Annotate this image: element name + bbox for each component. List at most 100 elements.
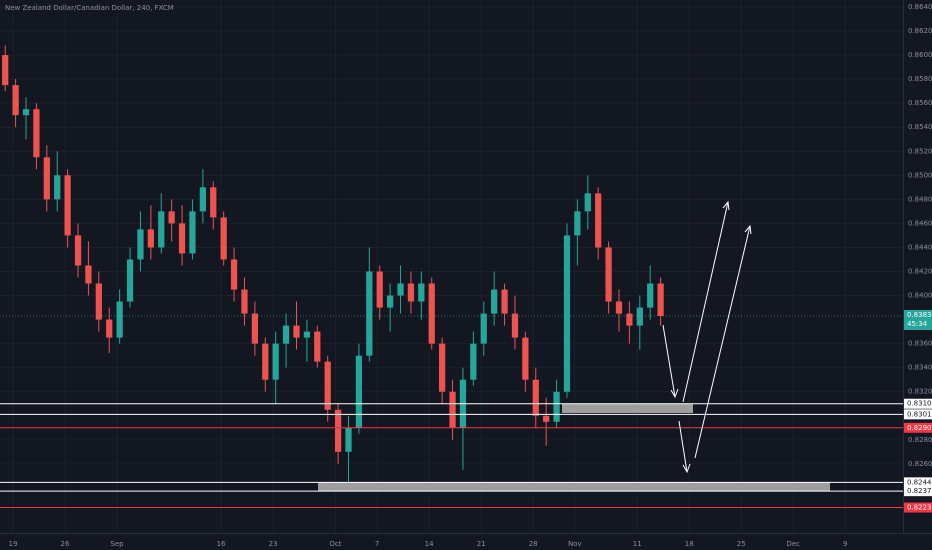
x-tick-label: Dec — [786, 540, 800, 548]
candle-body — [428, 283, 435, 344]
level-label-box — [904, 486, 932, 497]
candle-body — [553, 391, 560, 422]
candle-body — [418, 283, 425, 302]
x-tick-label: 23 — [269, 540, 278, 548]
arrow — [694, 225, 751, 459]
level-label: 0.83012 — [907, 410, 932, 418]
arrow — [678, 420, 688, 473]
level-label: 0.82373 — [907, 487, 932, 495]
candle-body — [522, 337, 529, 380]
candle-body — [303, 331, 311, 338]
candle-body — [22, 109, 30, 116]
candle-body — [595, 193, 602, 248]
candle-body — [626, 313, 633, 326]
candle-body — [355, 355, 363, 428]
candle-body — [397, 283, 404, 296]
candle-body — [511, 313, 519, 338]
candle-body — [501, 289, 508, 314]
candle-body — [470, 343, 477, 380]
x-tick-label: 9 — [843, 540, 847, 548]
candle-body — [85, 265, 92, 284]
x-tick-label: Nov — [568, 540, 582, 548]
x-tick-label: Oct — [329, 540, 341, 548]
level-label-box — [904, 502, 932, 513]
candle-body — [158, 211, 165, 248]
candle-body — [334, 409, 342, 452]
arrow — [682, 201, 729, 403]
candle-body — [324, 361, 331, 410]
candle-body — [210, 187, 217, 218]
candle-body — [282, 325, 290, 344]
candle-body — [605, 247, 612, 302]
candle-body — [636, 307, 643, 326]
candle-body — [543, 415, 550, 422]
candle-body — [2, 55, 9, 86]
countdown-label: 45:34 — [907, 320, 928, 328]
candle-body — [345, 427, 352, 452]
candle-body — [314, 331, 321, 362]
arrow-head — [682, 463, 691, 474]
candle-body — [95, 283, 102, 320]
candle-body — [532, 379, 539, 416]
x-tick-label: 18 — [685, 540, 694, 548]
chart-title: New Zealand Dollar/Canadian Dollar, 240,… — [5, 4, 174, 12]
candle-body — [116, 301, 123, 338]
zone — [562, 404, 693, 413]
level-label: 0.82237 — [907, 504, 932, 512]
candle-body — [168, 211, 175, 224]
candle-body — [189, 211, 196, 254]
candle-body — [199, 187, 206, 212]
zone — [318, 482, 830, 491]
x-tick-label: Sep — [110, 540, 124, 548]
candle-body — [480, 313, 487, 344]
candle-body — [272, 343, 279, 380]
arrow-head — [670, 388, 679, 399]
candle-body — [54, 175, 61, 200]
candle-body — [220, 217, 227, 260]
candle-body — [137, 229, 144, 260]
x-tick-label: 14 — [425, 540, 434, 548]
level-label-box — [904, 477, 932, 488]
arrows — [662, 200, 752, 474]
arrow — [662, 324, 676, 398]
x-tick-label: 19 — [9, 540, 18, 548]
x-tick-label: 21 — [477, 540, 486, 548]
candle-body — [241, 289, 248, 314]
level-label-box — [904, 409, 932, 420]
x-tick-label: 16 — [217, 540, 226, 548]
candle-body — [376, 271, 383, 308]
level-label: 0.82446 — [907, 478, 932, 486]
candle-body — [262, 343, 269, 380]
candle-body — [64, 175, 71, 236]
candle-body — [293, 325, 300, 338]
x-tick-label: 28 — [529, 540, 538, 548]
x-tick-label: 25 — [737, 540, 746, 548]
candle-body — [33, 109, 40, 158]
candle-body — [366, 271, 373, 356]
x-tick-label: 7 — [375, 540, 379, 548]
candle-body — [106, 319, 113, 338]
level-label-box — [904, 422, 932, 433]
candle-body — [147, 229, 154, 248]
candle-body — [230, 259, 238, 290]
candle-body — [12, 85, 19, 116]
